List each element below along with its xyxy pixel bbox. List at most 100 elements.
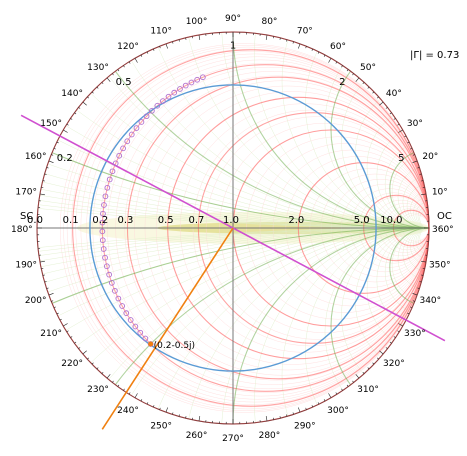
angle-label: 230° — [87, 385, 109, 395]
angle-tick — [51, 300, 54, 302]
swept-point — [100, 246, 107, 252]
angle-tick — [419, 173, 422, 175]
swept-point — [142, 335, 149, 342]
angle-tick — [385, 347, 388, 349]
angle-tick — [74, 112, 77, 115]
angle-tick — [352, 73, 354, 76]
fine-reactance-arc — [324, 227, 429, 424]
angle-tick — [159, 46, 161, 49]
swept-point — [100, 210, 106, 217]
fine-reactance-arc — [341, 52, 429, 229]
angle-label: 70° — [297, 27, 313, 37]
swept-point — [182, 82, 189, 89]
swept-point — [123, 310, 130, 316]
angle-tick — [63, 129, 68, 133]
angle-tick — [82, 101, 87, 106]
angle-tick — [412, 293, 418, 296]
angle-tick — [362, 371, 365, 374]
angle-tick — [53, 148, 56, 150]
angle-tick — [165, 407, 168, 413]
angle-tick — [397, 123, 400, 126]
angle-tick — [96, 86, 99, 89]
swept-point — [119, 303, 126, 309]
angle-tick — [112, 380, 114, 383]
swept-point — [160, 98, 166, 104]
swept-point — [124, 138, 131, 145]
angle-label: 10° — [432, 188, 448, 198]
angle-label: 50° — [360, 63, 376, 73]
angle-tick — [376, 357, 379, 360]
angle-tick — [286, 414, 288, 417]
angle-label: 280° — [259, 431, 281, 441]
swept-point — [99, 237, 106, 244]
angle-tick — [311, 405, 313, 408]
angle-tick — [417, 167, 420, 169]
swept-point — [106, 176, 113, 183]
angle-tick — [298, 43, 301, 49]
angle-tick — [172, 41, 174, 44]
angle-tick — [421, 260, 427, 263]
angle-label: 340° — [419, 296, 441, 306]
angle-label: 330° — [404, 329, 426, 339]
angle-tick — [398, 129, 403, 133]
angle-tick — [323, 399, 326, 402]
angle-tick — [379, 350, 384, 355]
angle-tick — [335, 61, 338, 64]
angle-tick — [419, 281, 422, 283]
swept-point — [112, 287, 118, 294]
angle-tick — [128, 392, 131, 395]
angle-label: 290° — [294, 421, 316, 431]
angle-tick — [341, 388, 343, 391]
angle-tick — [389, 112, 392, 115]
angle-label: 180° — [11, 225, 33, 235]
fine-reactance-arc — [254, 227, 429, 424]
angle-tick — [117, 69, 120, 72]
angle-tick — [178, 39, 180, 42]
swept-point — [104, 263, 110, 270]
angle-tick — [372, 91, 375, 94]
fine-reactance-arc — [397, 165, 429, 229]
angle-tick — [341, 65, 343, 68]
angle-tick — [412, 300, 415, 302]
angle-tick — [417, 287, 420, 289]
angle-tick — [153, 405, 155, 408]
angle-tick — [128, 61, 131, 64]
swept-point — [143, 113, 150, 120]
angle-label: 80° — [261, 17, 277, 27]
angle-label: 110° — [150, 27, 172, 37]
resistance-label: 2.0 — [288, 215, 304, 226]
angle-tick — [153, 48, 155, 51]
angle-tick — [407, 312, 410, 315]
angle-tick — [146, 402, 149, 405]
angle-label: 270° — [222, 434, 244, 444]
angle-label: 40° — [386, 89, 402, 99]
swept-point — [132, 323, 139, 330]
angle-tick — [397, 330, 400, 333]
resistance-label: 1.0 — [223, 215, 239, 226]
angle-tick — [393, 118, 396, 120]
fine-reactance-arc — [37, 32, 429, 229]
angle-tick — [385, 107, 388, 109]
fine-reactance-arc — [324, 32, 429, 229]
oc-label: OC — [437, 211, 452, 222]
angle-tick — [134, 58, 138, 63]
angle-tick — [355, 374, 360, 379]
swept-point — [104, 184, 111, 191]
angle-tick — [265, 416, 268, 422]
angle-tick — [101, 82, 104, 85]
fine-reactance-arc — [417, 227, 429, 251]
angle-label: 350° — [429, 260, 451, 270]
angle-tick — [165, 43, 168, 49]
angle-tick — [46, 167, 49, 169]
angle-label: 30° — [407, 119, 423, 129]
angle-label: 240° — [117, 406, 139, 416]
angle-label: 190° — [15, 260, 37, 270]
angle-label: 220° — [61, 359, 83, 369]
angle-tick — [355, 77, 360, 82]
angle-tick — [305, 407, 307, 410]
angle-tick — [362, 82, 365, 85]
angle-tick — [82, 350, 87, 355]
angle-label: 60° — [330, 42, 346, 52]
angle-tick — [48, 293, 54, 296]
angle-tick — [117, 384, 120, 387]
